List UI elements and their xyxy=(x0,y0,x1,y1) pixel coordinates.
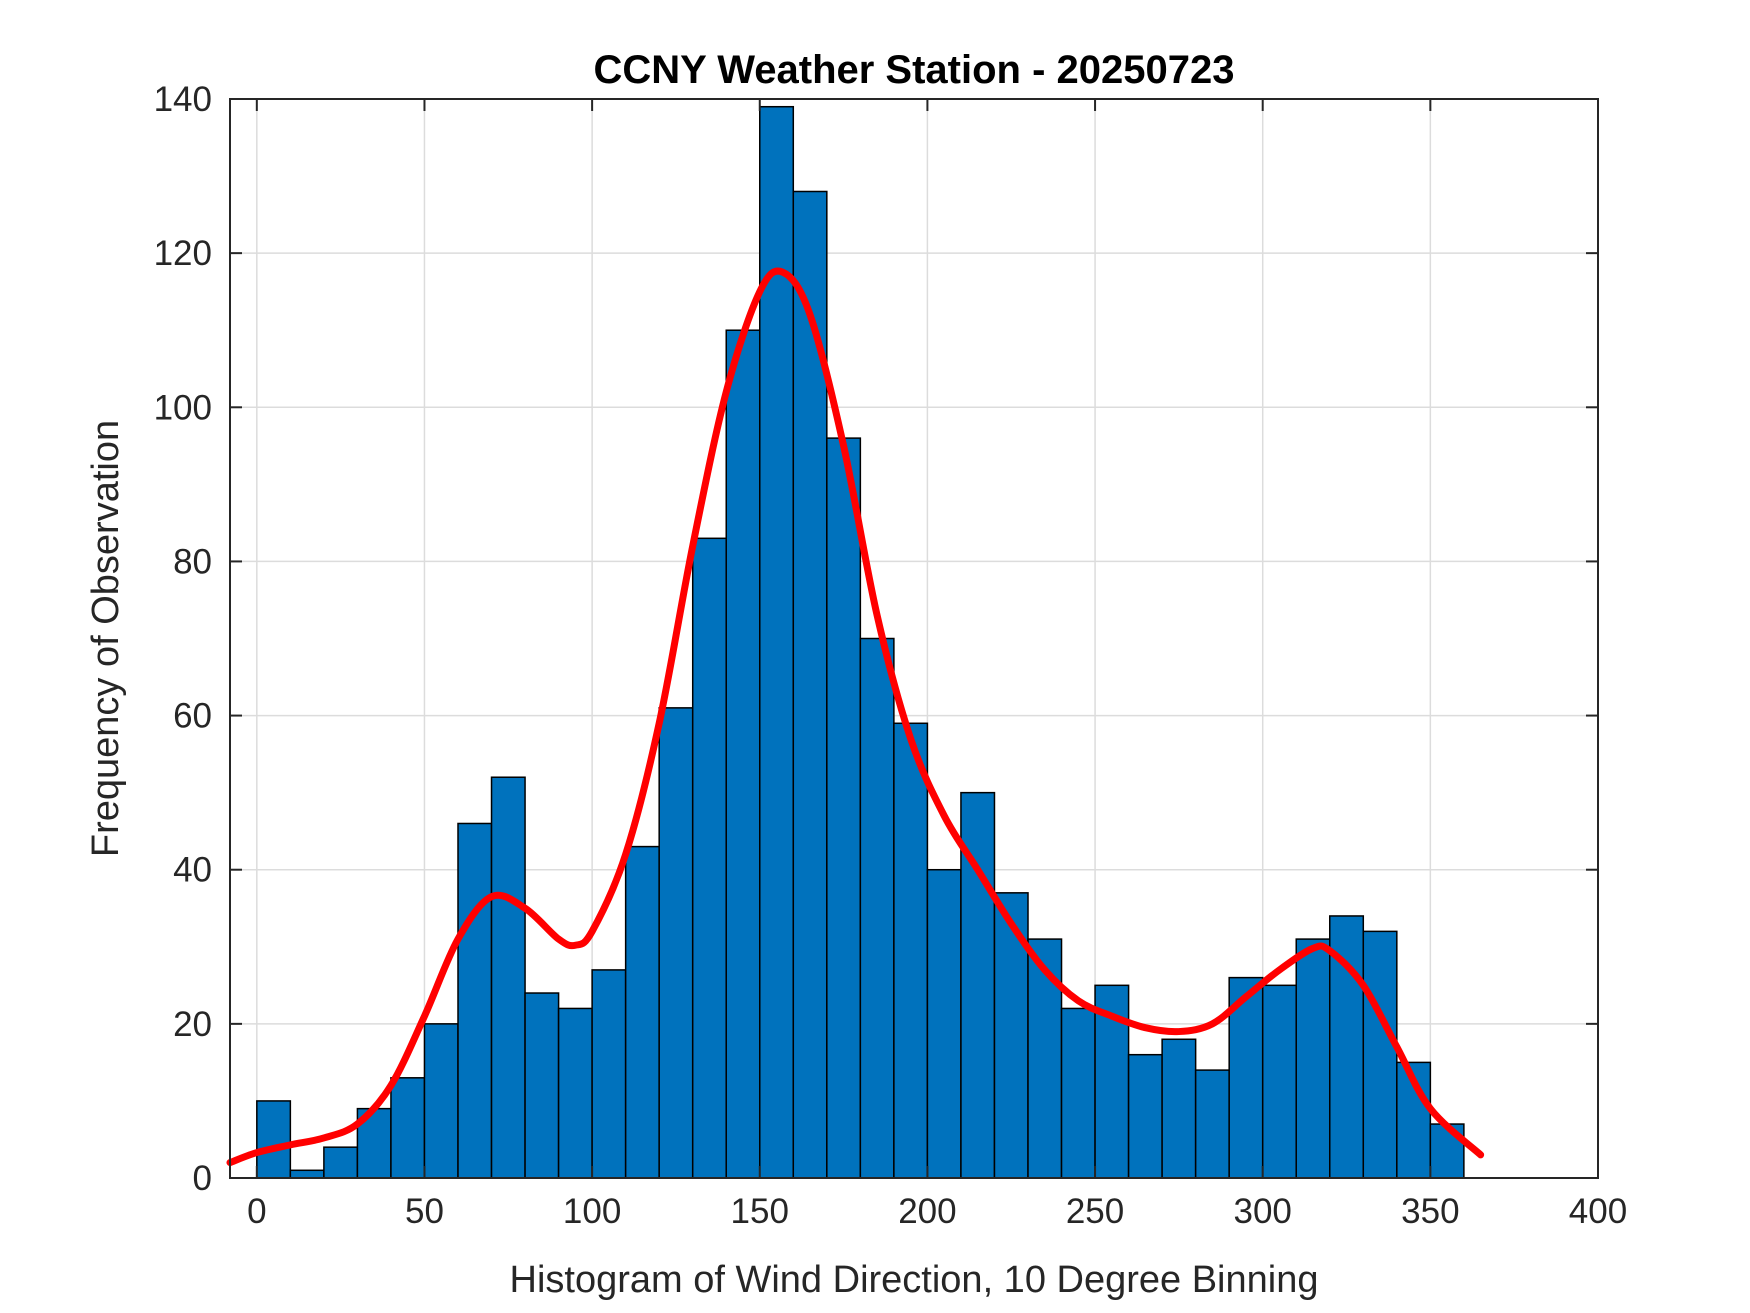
histogram-bar xyxy=(490,776,526,1179)
histogram-bar xyxy=(624,845,660,1179)
axis-ticks xyxy=(230,98,1599,1179)
histogram-bar xyxy=(1295,938,1331,1179)
histogram-bar xyxy=(557,1007,593,1179)
histogram-bar xyxy=(1261,984,1297,1179)
x-tick-label: 250 xyxy=(1066,1192,1124,1231)
histogram-bar xyxy=(457,822,493,1179)
histogram-bar xyxy=(524,992,560,1179)
x-tick-label: 200 xyxy=(898,1192,956,1231)
histogram-bar xyxy=(993,892,1029,1179)
y-tick-labels: 0 20 40 60 80 100 120 140 xyxy=(154,80,212,1198)
histogram-bars xyxy=(256,105,1465,1179)
y-tick-label: 60 xyxy=(173,697,212,736)
histogram-bar xyxy=(759,105,795,1179)
y-tick-label: 80 xyxy=(173,542,212,581)
histogram-bar xyxy=(826,437,862,1179)
y-tick-label: 120 xyxy=(154,234,212,273)
x-tick-label: 50 xyxy=(405,1192,444,1231)
histogram-bar xyxy=(1161,1038,1197,1179)
y-tick-label: 40 xyxy=(173,851,212,890)
chart-title: CCNY Weather Station - 20250723 xyxy=(594,48,1235,92)
histogram-bar xyxy=(323,1146,359,1179)
y-axis-label: Frequency of Observation xyxy=(85,420,127,857)
x-tick-label: 350 xyxy=(1401,1192,1459,1231)
x-axis-label: Histogram of Wind Direction, 10 Degree B… xyxy=(510,1259,1319,1301)
histogram-bar xyxy=(926,868,962,1179)
y-tick-label: 20 xyxy=(173,1005,212,1044)
x-tick-label: 300 xyxy=(1234,1192,1292,1231)
histogram-bar xyxy=(591,969,627,1179)
y-tick-label: 0 xyxy=(193,1159,212,1198)
histogram-bar xyxy=(1194,1069,1230,1179)
x-tick-label: 100 xyxy=(563,1192,621,1231)
histogram-bar xyxy=(1127,1053,1163,1179)
x-tick-labels: 0 50 100 150 200 250 300 350 400 xyxy=(247,1192,1627,1231)
histogram-bar xyxy=(256,1100,292,1179)
histogram-bar xyxy=(289,1169,325,1179)
histogram-bar xyxy=(691,537,727,1179)
histogram-bar xyxy=(423,1023,459,1179)
histogram-bar xyxy=(1362,930,1398,1179)
histogram-bar xyxy=(859,637,895,1179)
histogram-bar xyxy=(1060,1007,1096,1179)
histogram-bar xyxy=(1329,915,1365,1179)
histogram-bar xyxy=(893,722,929,1179)
x-tick-label: 0 xyxy=(247,1192,266,1231)
fit-curve-group xyxy=(226,267,1485,1167)
histogram-bar xyxy=(725,329,761,1179)
y-tick-label: 100 xyxy=(154,388,212,427)
axes-frame xyxy=(229,98,1599,1179)
y-tick-label: 140 xyxy=(154,80,212,119)
histogram-bar xyxy=(792,190,828,1179)
fit-curve xyxy=(226,267,1485,1167)
histogram-bar xyxy=(658,707,694,1179)
x-tick-label: 150 xyxy=(731,1192,789,1231)
x-tick-label: 400 xyxy=(1569,1192,1627,1231)
histogram-bar xyxy=(390,1077,426,1179)
